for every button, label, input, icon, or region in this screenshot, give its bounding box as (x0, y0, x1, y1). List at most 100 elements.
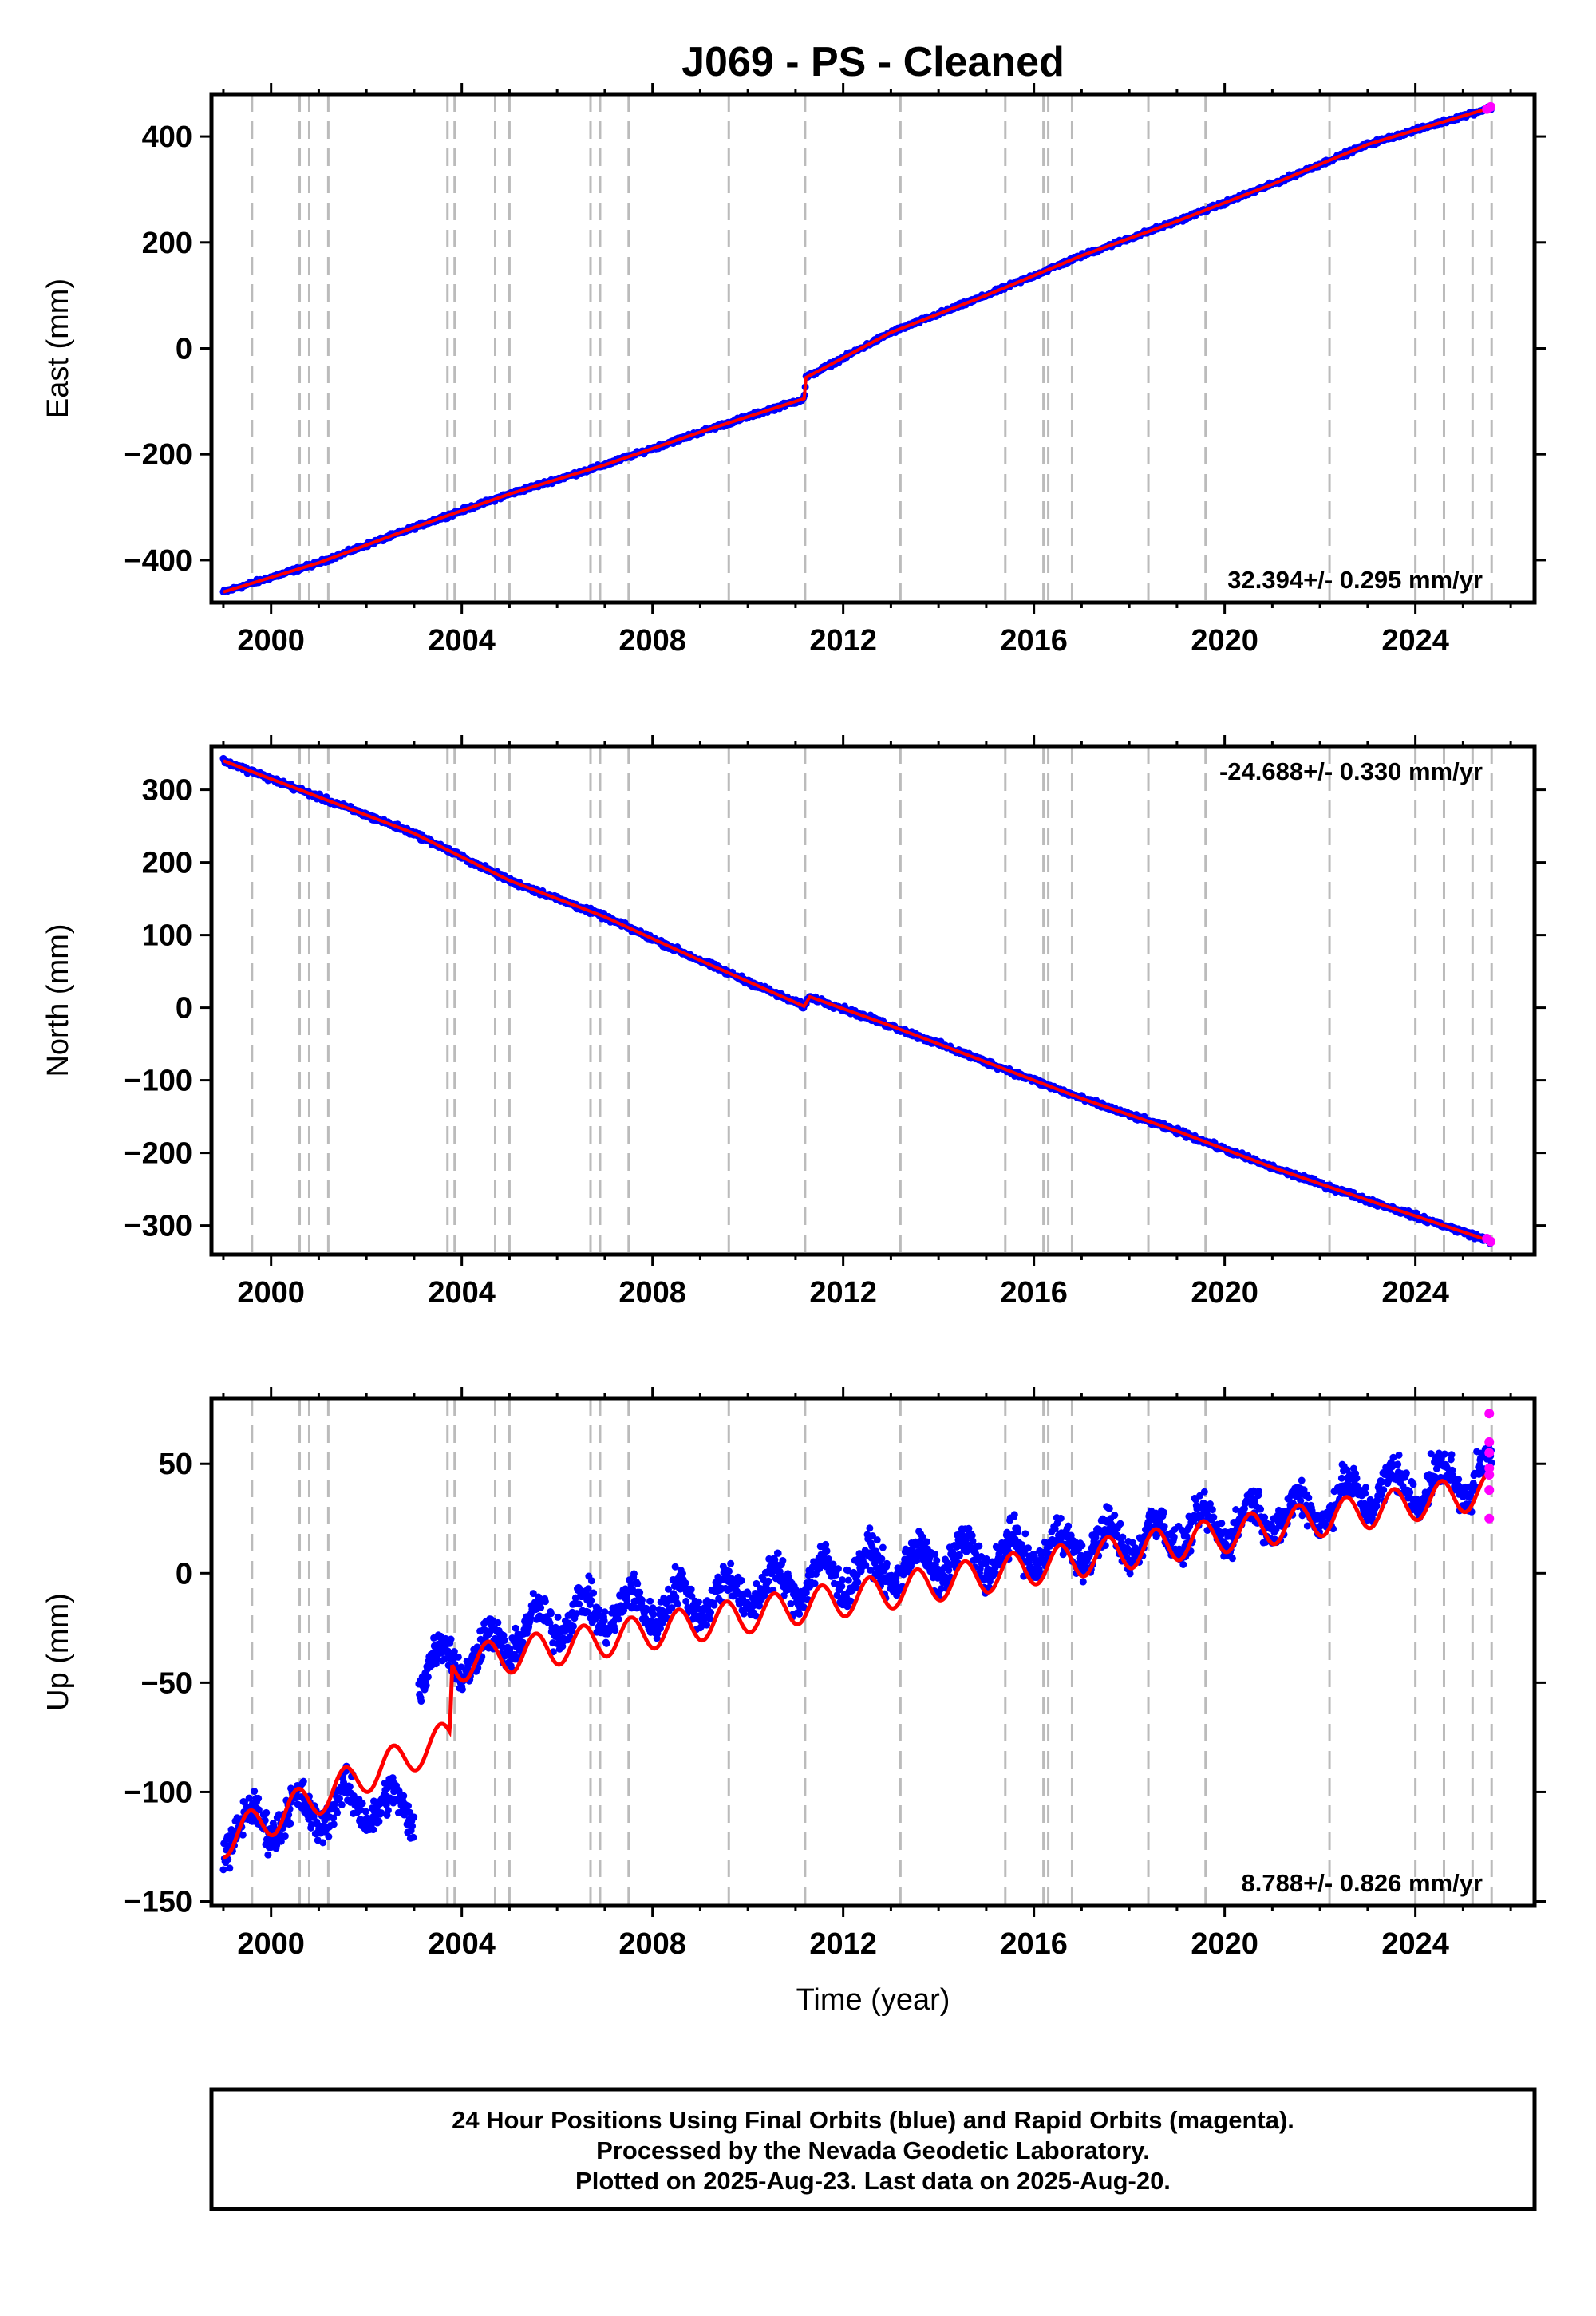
data-point (424, 1673, 432, 1681)
data-point (710, 1601, 718, 1609)
data-point (873, 1536, 881, 1544)
chart-title: J069 - PS - Cleaned (681, 39, 1065, 85)
data-point (838, 1583, 846, 1591)
data-point (638, 1596, 646, 1604)
x-tick-label: 2008 (618, 624, 686, 658)
data-point (405, 1802, 413, 1810)
data-point (1170, 1533, 1178, 1541)
data-point (286, 1820, 294, 1828)
data-point (1010, 1511, 1018, 1519)
data-point (400, 1792, 408, 1800)
data-point (822, 1540, 830, 1548)
data-point (975, 1542, 983, 1550)
data-point (251, 1788, 259, 1796)
data-point (1228, 1555, 1236, 1563)
data-point (346, 1783, 354, 1791)
y-tick-label: 200 (142, 847, 192, 880)
x-tick-label: 2020 (1191, 1276, 1258, 1310)
data-point (695, 1598, 703, 1606)
data-point (649, 1604, 657, 1612)
data-point (650, 1611, 658, 1618)
data-point (454, 1653, 462, 1661)
data-point (1179, 1560, 1187, 1568)
data-point (299, 1777, 307, 1785)
data-point (537, 1603, 545, 1611)
data-points-north (219, 754, 1495, 1247)
data-point (494, 1618, 502, 1626)
data-point (883, 1559, 891, 1567)
data-point (375, 1817, 383, 1825)
y-tick-label: −100 (124, 1065, 192, 1098)
data-point (325, 1832, 333, 1840)
x-tick-label: 2016 (1000, 1276, 1068, 1310)
data-point (263, 1808, 271, 1816)
data-point (409, 1833, 417, 1841)
y-tick-label: −200 (124, 1137, 192, 1171)
data-point (590, 1589, 598, 1597)
x-tick-label: 2012 (809, 624, 877, 658)
y-tick-label: 100 (142, 919, 192, 953)
data-point (682, 1597, 690, 1605)
data-point (1079, 1578, 1087, 1586)
data-point (1119, 1533, 1127, 1541)
data-point (611, 1626, 619, 1634)
data-point (823, 1547, 831, 1555)
data-point (547, 1610, 555, 1618)
data-point (338, 1800, 346, 1808)
data-point (1200, 1488, 1208, 1496)
data-point (1126, 1570, 1134, 1578)
data-point (681, 1579, 689, 1587)
data-point (255, 1794, 263, 1802)
x-tick-label: 2024 (1381, 624, 1449, 658)
y-axis-label: North (mm) (41, 923, 75, 1077)
x-tick-label: 2000 (237, 1276, 305, 1310)
data-point (602, 1639, 610, 1647)
x-tick-label: 2016 (1000, 624, 1068, 658)
data-point (1210, 1513, 1218, 1521)
data-point (447, 1635, 455, 1643)
data-point (779, 1556, 787, 1564)
data-point (1057, 1514, 1065, 1522)
data-point (687, 1585, 695, 1593)
data-point (334, 1809, 342, 1817)
data-point (854, 1579, 862, 1587)
data-point (1014, 1528, 1022, 1535)
data-point (587, 1596, 595, 1604)
y-tick-label: 0 (176, 992, 192, 1026)
y-tick-label: −400 (124, 544, 192, 578)
x-tick-label: 2008 (618, 1276, 686, 1310)
data-point (361, 1808, 369, 1816)
data-point (844, 1576, 852, 1584)
data-point (587, 1577, 595, 1585)
data-point (226, 1864, 234, 1872)
data-point (727, 1559, 735, 1567)
data-point (636, 1588, 644, 1596)
data-point (281, 1832, 289, 1840)
data-point (1024, 1544, 1032, 1552)
data-point (335, 1794, 343, 1802)
data-point (1021, 1530, 1029, 1538)
data-point (1160, 1523, 1168, 1531)
data-point (879, 1543, 887, 1551)
x-tick-label: 2012 (809, 1276, 877, 1310)
data-point (1105, 1504, 1113, 1512)
data-point (931, 1550, 939, 1558)
data-point (737, 1576, 745, 1584)
data-point (707, 1608, 715, 1616)
x-tick-label: 2020 (1191, 624, 1258, 658)
y-axis-label: East (mm) (41, 279, 75, 418)
data-point (458, 1686, 466, 1694)
y-tick-label: 300 (142, 774, 192, 808)
data-point (923, 1538, 931, 1546)
data-point (319, 1839, 327, 1847)
data-point (614, 1615, 622, 1623)
y-tick-label: 200 (142, 227, 192, 260)
data-point (500, 1636, 508, 1644)
data-point (1159, 1508, 1167, 1516)
x-tick-label: 2000 (237, 624, 305, 658)
data-point (264, 1851, 272, 1859)
